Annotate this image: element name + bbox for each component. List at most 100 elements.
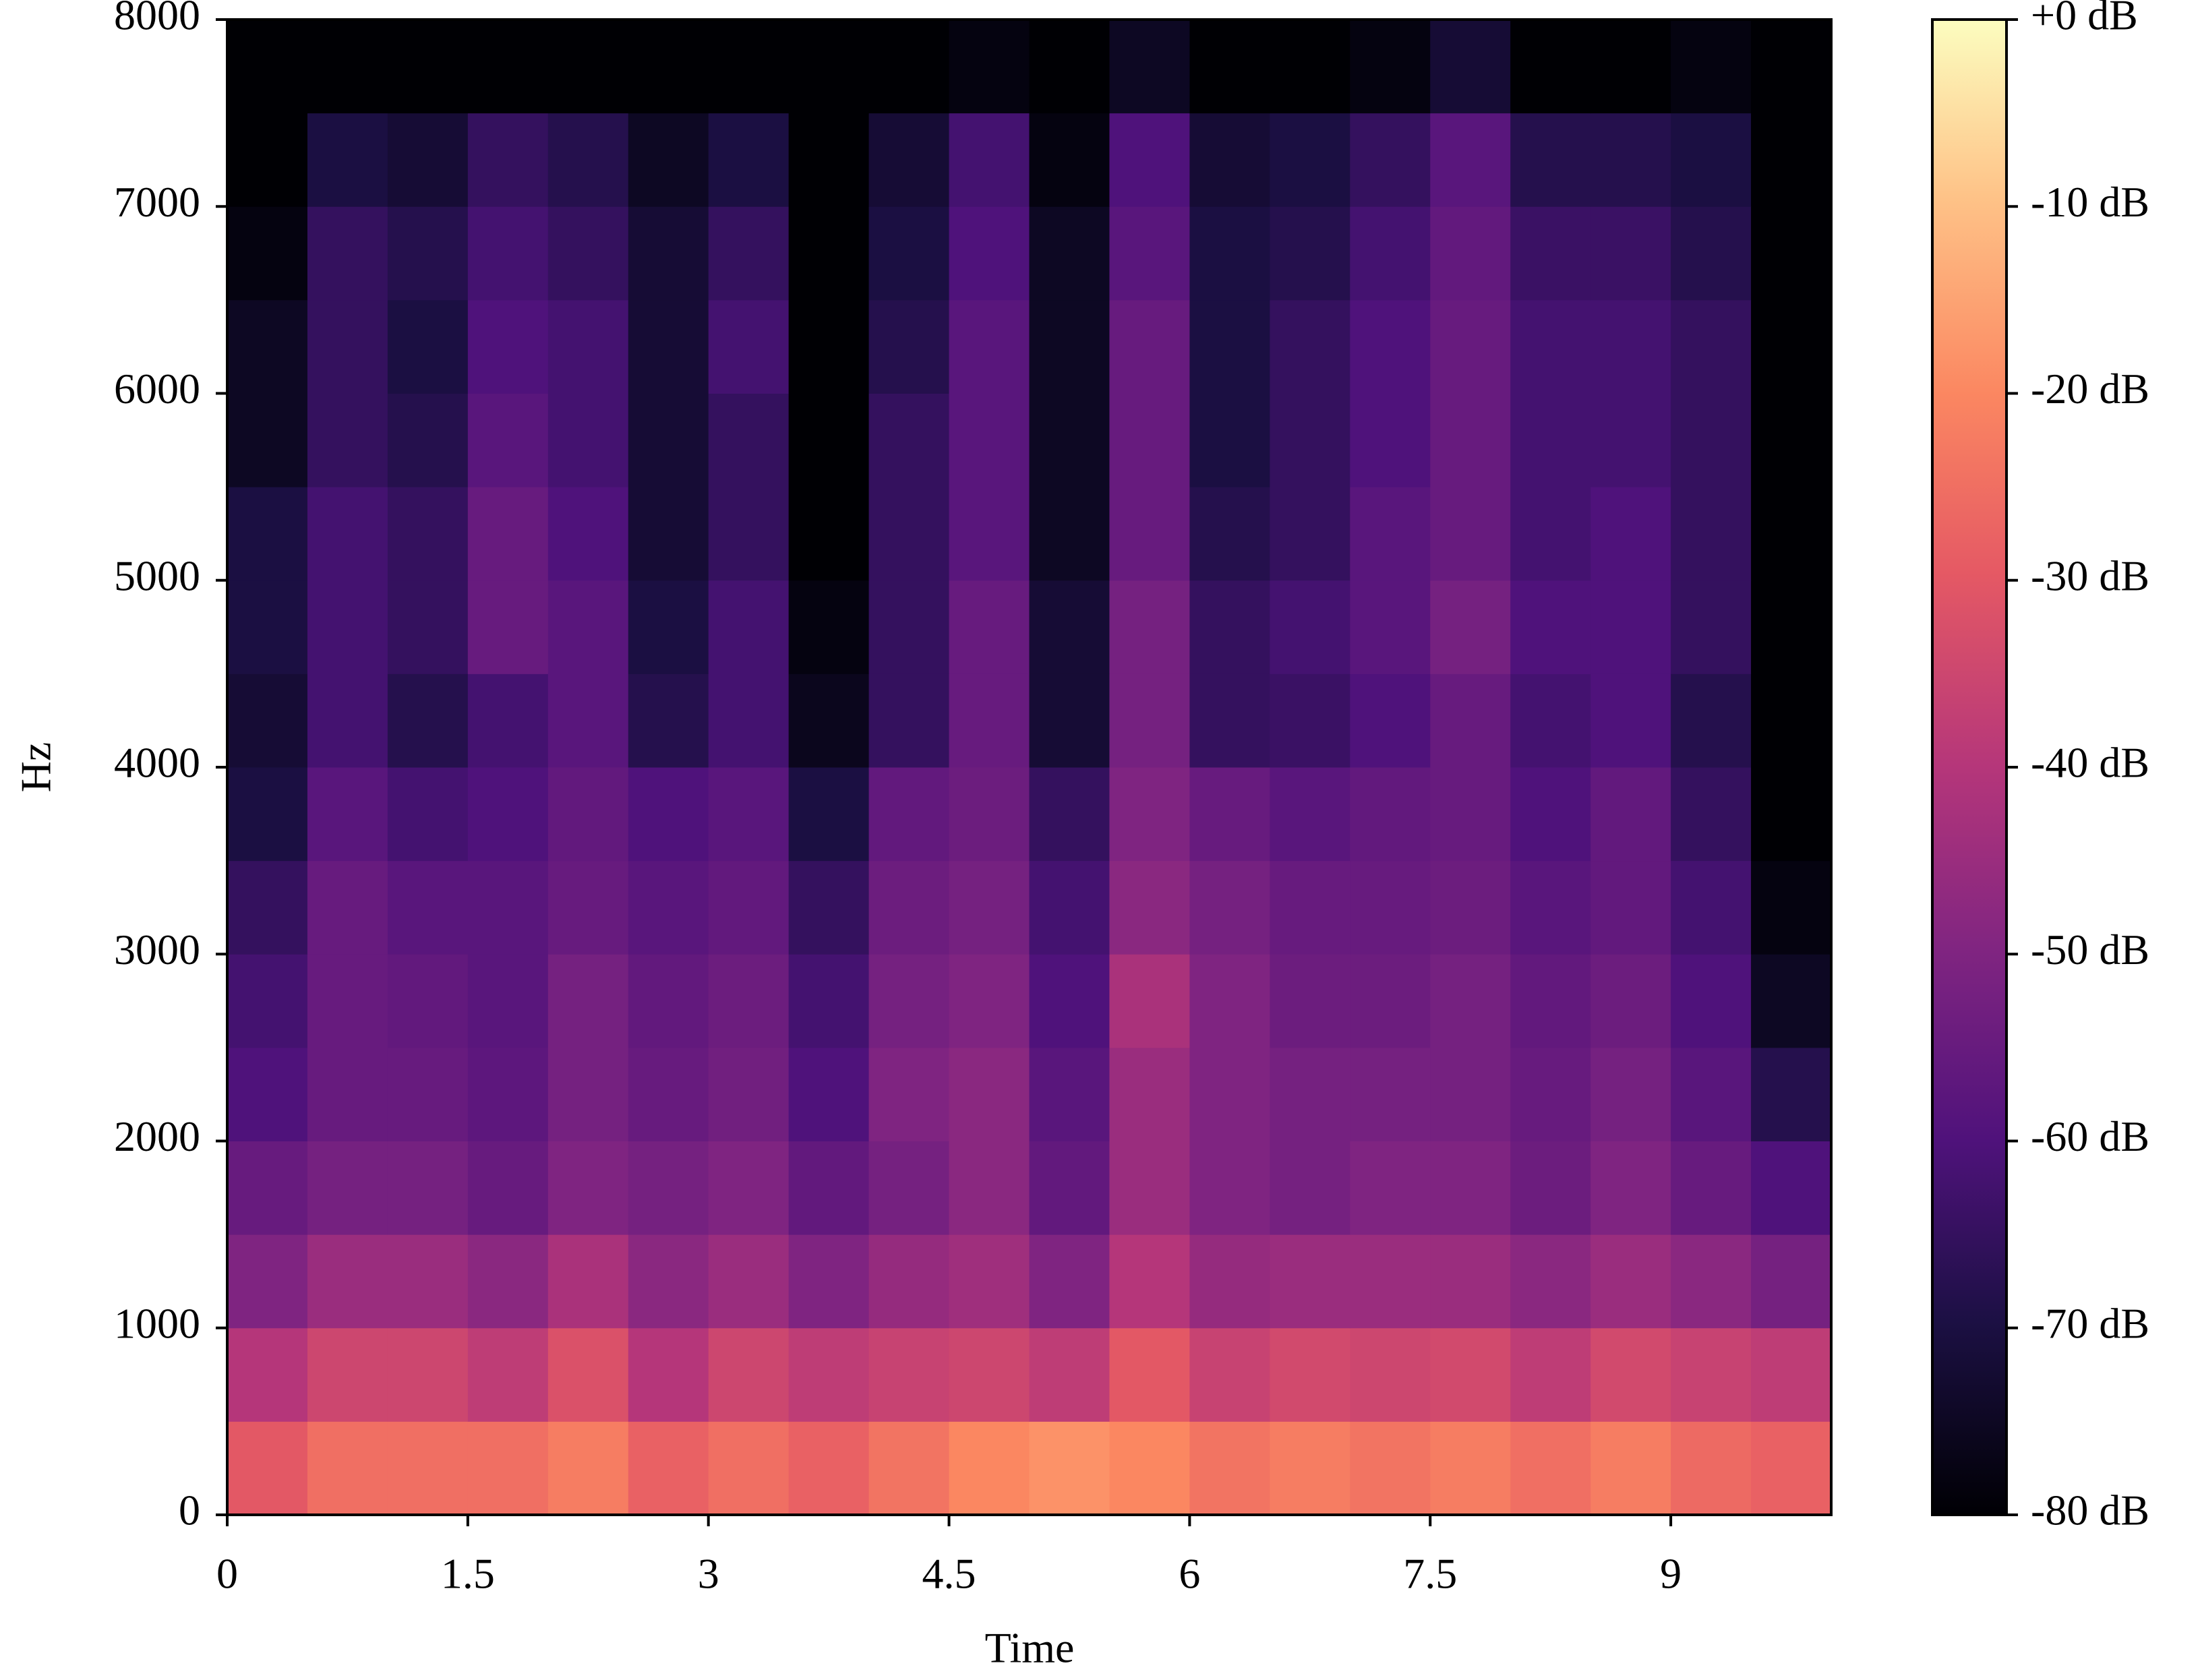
cell [1510, 1141, 1591, 1235]
cell [1751, 1421, 1832, 1516]
cell [1189, 1421, 1270, 1516]
cell [868, 1141, 950, 1235]
cell [1510, 206, 1591, 301]
cell [227, 20, 308, 114]
cell [1029, 860, 1110, 955]
cell [1430, 580, 1511, 674]
cell [1751, 299, 1832, 394]
cell [227, 1141, 308, 1235]
cell [868, 487, 950, 581]
cell [387, 1234, 469, 1329]
cell [788, 954, 870, 1048]
cell [1350, 113, 1431, 207]
cell [949, 767, 1030, 862]
cell [467, 767, 549, 862]
cell [628, 767, 709, 862]
cell [868, 20, 950, 114]
spectrogram [227, 20, 1832, 1516]
x-tick-label: 3 [698, 1550, 719, 1598]
cell [1109, 767, 1190, 862]
cell [1270, 487, 1350, 581]
cell [547, 1234, 629, 1329]
cell [227, 580, 308, 674]
x-tick-label: 0 [216, 1550, 238, 1598]
cell [387, 1047, 469, 1141]
cell [307, 299, 388, 394]
cell [1189, 1047, 1270, 1141]
cell [1671, 487, 1752, 581]
cell [788, 113, 870, 207]
cell [788, 1421, 870, 1516]
colorbar-tick-label: -20 dB [2031, 365, 2149, 413]
cell [307, 487, 388, 581]
cell [1270, 393, 1350, 487]
cell [1671, 1141, 1752, 1235]
cell [227, 1421, 308, 1516]
cell [1590, 1141, 1671, 1235]
cell [307, 20, 388, 114]
cell [1270, 860, 1350, 955]
cell [949, 487, 1030, 581]
cell [949, 954, 1030, 1048]
cell [387, 767, 469, 862]
cell [1189, 20, 1270, 114]
x-tick-label: 9 [1660, 1550, 1682, 1598]
cell [1270, 767, 1350, 862]
colorbar-tick-label: -60 dB [2031, 1112, 2149, 1160]
cell [467, 1327, 549, 1422]
cell [868, 113, 950, 207]
cell [227, 1327, 308, 1422]
cell [1510, 1421, 1591, 1516]
y-tick-label: 8000 [114, 0, 200, 39]
cell [1350, 1141, 1431, 1235]
y-tick-label: 5000 [114, 551, 200, 599]
cell [307, 1421, 388, 1516]
y-tick-label: 6000 [114, 365, 200, 413]
cell [387, 393, 469, 487]
x-tick-label: 1.5 [441, 1550, 495, 1598]
cell [1270, 954, 1350, 1048]
y-axis-label: Hz [12, 742, 60, 793]
colorbar-tick-label: +0 dB [2031, 0, 2138, 39]
cell [1109, 206, 1190, 301]
cell [227, 860, 308, 955]
cell [1590, 954, 1671, 1048]
cell [1350, 393, 1431, 487]
cell [868, 1234, 950, 1329]
cell [1189, 113, 1270, 207]
cell [1590, 1327, 1671, 1422]
cell [788, 393, 870, 487]
cell [1350, 1327, 1431, 1422]
x-tick-label: 7.5 [1403, 1550, 1457, 1598]
cell [307, 860, 388, 955]
cell [1350, 954, 1431, 1048]
cell [868, 1327, 950, 1422]
cell [708, 1047, 790, 1141]
cell [227, 487, 308, 581]
cell [1029, 767, 1110, 862]
cell [1590, 1234, 1671, 1329]
cell [1590, 860, 1671, 955]
cell [1590, 673, 1671, 768]
cell [788, 206, 870, 301]
cell [1189, 954, 1270, 1048]
cell [708, 954, 790, 1048]
cell [1270, 1234, 1350, 1329]
cell [868, 1421, 950, 1516]
cell [949, 113, 1030, 207]
cell [1590, 487, 1671, 581]
cell [1189, 673, 1270, 768]
cell [1109, 860, 1190, 955]
cell [1430, 767, 1511, 862]
cell [628, 1141, 709, 1235]
cell [227, 1047, 308, 1141]
cell [1109, 299, 1190, 394]
cell [788, 860, 870, 955]
cell [1671, 1421, 1752, 1516]
cell [1510, 299, 1591, 394]
cell [467, 1421, 549, 1516]
cell [788, 487, 870, 581]
cell [708, 393, 790, 487]
cell [547, 487, 629, 581]
